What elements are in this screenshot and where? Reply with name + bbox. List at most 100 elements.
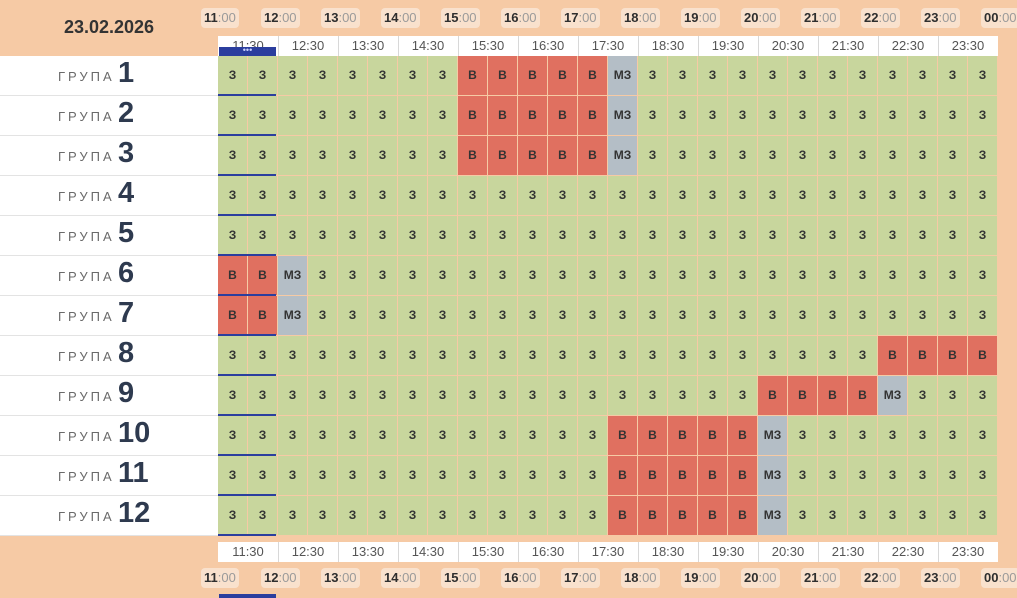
schedule-cell[interactable]: З	[728, 56, 757, 95]
schedule-cell[interactable]: В	[548, 136, 577, 175]
schedule-cell[interactable]: З	[218, 416, 247, 455]
schedule-cell[interactable]: З	[428, 336, 457, 375]
schedule-cell[interactable]: З	[818, 56, 847, 95]
schedule-cell[interactable]: З	[938, 56, 967, 95]
schedule-cell[interactable]: В	[698, 456, 727, 495]
schedule-cell[interactable]: З	[548, 496, 577, 535]
schedule-cell[interactable]: В	[728, 496, 757, 535]
schedule-cell[interactable]: З	[938, 216, 967, 255]
schedule-cell[interactable]: З	[698, 296, 727, 335]
schedule-cell[interactable]: З	[758, 296, 787, 335]
schedule-cell[interactable]: З	[488, 376, 517, 415]
schedule-cell[interactable]: З	[578, 496, 607, 535]
schedule-cell[interactable]: В	[458, 56, 487, 95]
schedule-cell[interactable]: З	[728, 296, 757, 335]
schedule-cell[interactable]: З	[728, 216, 757, 255]
schedule-cell[interactable]: З	[368, 56, 397, 95]
schedule-cell[interactable]: З	[668, 296, 697, 335]
schedule-cell[interactable]: З	[278, 96, 307, 135]
schedule-cell[interactable]: З	[848, 296, 877, 335]
schedule-cell[interactable]: В	[788, 376, 817, 415]
schedule-cell[interactable]: З	[278, 176, 307, 215]
schedule-cell[interactable]: З	[368, 416, 397, 455]
schedule-cell[interactable]: З	[218, 136, 247, 175]
schedule-cell[interactable]: З	[698, 216, 727, 255]
schedule-cell[interactable]: З	[578, 336, 607, 375]
schedule-cell[interactable]: З	[338, 376, 367, 415]
schedule-cell[interactable]: В	[218, 296, 247, 335]
schedule-cell[interactable]: З	[218, 336, 247, 375]
schedule-cell[interactable]: З	[758, 176, 787, 215]
schedule-cell[interactable]: З	[368, 336, 397, 375]
schedule-cell[interactable]: З	[968, 376, 997, 415]
schedule-cell[interactable]: З	[218, 216, 247, 255]
schedule-cell[interactable]: З	[788, 456, 817, 495]
schedule-cell[interactable]: З	[398, 56, 427, 95]
schedule-cell[interactable]: З	[488, 256, 517, 295]
schedule-cell[interactable]: З	[878, 456, 907, 495]
schedule-cell[interactable]: МЗ	[758, 416, 787, 455]
schedule-cell[interactable]: З	[668, 256, 697, 295]
group-label-8[interactable]: ГРУПА 8	[0, 336, 218, 376]
schedule-cell[interactable]: З	[848, 176, 877, 215]
schedule-cell[interactable]: З	[938, 456, 967, 495]
schedule-cell[interactable]: МЗ	[758, 456, 787, 495]
schedule-cell[interactable]: З	[698, 256, 727, 295]
schedule-cell[interactable]: З	[458, 456, 487, 495]
schedule-cell[interactable]: МЗ	[608, 56, 637, 95]
schedule-cell[interactable]: З	[788, 496, 817, 535]
schedule-cell[interactable]: З	[908, 496, 937, 535]
schedule-cell[interactable]: З	[638, 376, 667, 415]
schedule-cell[interactable]: З	[938, 416, 967, 455]
schedule-cell[interactable]: З	[788, 416, 817, 455]
schedule-cell[interactable]: З	[878, 96, 907, 135]
schedule-cell[interactable]: З	[338, 96, 367, 135]
schedule-cell[interactable]: З	[698, 176, 727, 215]
schedule-cell[interactable]: З	[608, 216, 637, 255]
schedule-cell[interactable]: З	[218, 56, 247, 95]
schedule-cell[interactable]: З	[668, 136, 697, 175]
schedule-cell[interactable]: З	[968, 496, 997, 535]
schedule-cell[interactable]: З	[518, 296, 547, 335]
schedule-cell[interactable]: В	[728, 456, 757, 495]
schedule-cell[interactable]: З	[608, 256, 637, 295]
schedule-cell[interactable]: З	[818, 256, 847, 295]
schedule-cell[interactable]: В	[458, 96, 487, 135]
schedule-cell[interactable]: З	[308, 136, 337, 175]
schedule-cell[interactable]: З	[638, 336, 667, 375]
schedule-cell[interactable]: З	[728, 96, 757, 135]
schedule-cell[interactable]: З	[428, 456, 457, 495]
schedule-cell[interactable]: З	[818, 136, 847, 175]
schedule-cell[interactable]: З	[428, 56, 457, 95]
schedule-cell[interactable]: З	[758, 216, 787, 255]
schedule-cell[interactable]: З	[278, 416, 307, 455]
schedule-cell[interactable]: З	[818, 296, 847, 335]
schedule-cell[interactable]: З	[908, 216, 937, 255]
schedule-cell[interactable]: З	[428, 176, 457, 215]
schedule-cell[interactable]: В	[518, 56, 547, 95]
schedule-cell[interactable]: В	[248, 296, 277, 335]
schedule-cell[interactable]: З	[278, 336, 307, 375]
group-label-4[interactable]: ГРУПА 4	[0, 176, 218, 216]
schedule-cell[interactable]: З	[248, 176, 277, 215]
schedule-cell[interactable]: З	[248, 136, 277, 175]
schedule-cell[interactable]: З	[428, 216, 457, 255]
schedule-cell[interactable]: З	[398, 496, 427, 535]
schedule-cell[interactable]: З	[578, 216, 607, 255]
schedule-cell[interactable]: В	[548, 56, 577, 95]
schedule-cell[interactable]: З	[638, 56, 667, 95]
schedule-cell[interactable]: З	[548, 336, 577, 375]
schedule-cell[interactable]: МЗ	[278, 256, 307, 295]
group-label-3[interactable]: ГРУПА 3	[0, 136, 218, 176]
schedule-cell[interactable]: З	[578, 256, 607, 295]
schedule-cell[interactable]: З	[488, 216, 517, 255]
schedule-cell[interactable]: З	[518, 176, 547, 215]
schedule-cell[interactable]: З	[548, 296, 577, 335]
schedule-cell[interactable]: З	[458, 416, 487, 455]
schedule-cell[interactable]: З	[458, 296, 487, 335]
schedule-cell[interactable]: З	[668, 176, 697, 215]
schedule-cell[interactable]: З	[368, 496, 397, 535]
schedule-cell[interactable]: З	[848, 336, 877, 375]
schedule-cell[interactable]: З	[548, 416, 577, 455]
schedule-cell[interactable]: З	[278, 376, 307, 415]
